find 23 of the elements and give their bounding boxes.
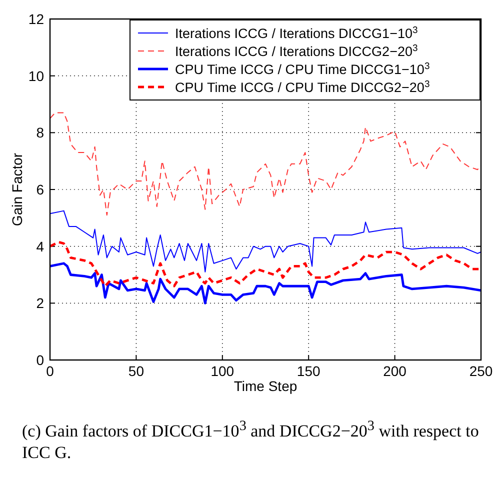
y-tick-label: 2 <box>36 295 44 312</box>
x-tick-label: 100 <box>210 363 234 379</box>
line-series <box>50 210 482 272</box>
x-tick-label: 250 <box>469 363 493 379</box>
x-tick-label: 150 <box>296 363 320 379</box>
y-tick-label: 0 <box>36 352 44 368</box>
y-axis-title: Gain Factor <box>9 152 25 226</box>
x-tick-label: 200 <box>383 363 407 379</box>
x-tick-label: 50 <box>128 363 144 379</box>
x-tick-label: 0 <box>46 363 54 379</box>
y-tick-label: 8 <box>36 124 44 141</box>
line-series <box>50 112 482 216</box>
y-tick-label: 10 <box>28 68 44 84</box>
legend-label: CPU Time ICCG / CPU Time DICCG2−20$^{3}$ <box>175 78 430 95</box>
legend-label: Iterations ICCG / Iterations DICCG1−10$^{3}$ <box>175 24 418 41</box>
line-series <box>48 262 482 304</box>
y-tick-label: 4 <box>36 238 44 254</box>
legend-label: Iterations ICCG / Iterations DICCG2−20$^{3}$ <box>175 42 418 59</box>
legend-label: CPU Time ICCG / CPU Time DICCG1−10$^{3}$ <box>175 60 430 77</box>
x-axis-title: Time Step <box>234 378 298 394</box>
y-tick-label: 12 <box>28 11 44 27</box>
y-tick-label: 6 <box>36 182 44 198</box>
text: (c) Gain factors of DICCG1−10$^{3}$ and DICCG2−20$^{3}$ with respect to ICC G. <box>22 418 479 462</box>
